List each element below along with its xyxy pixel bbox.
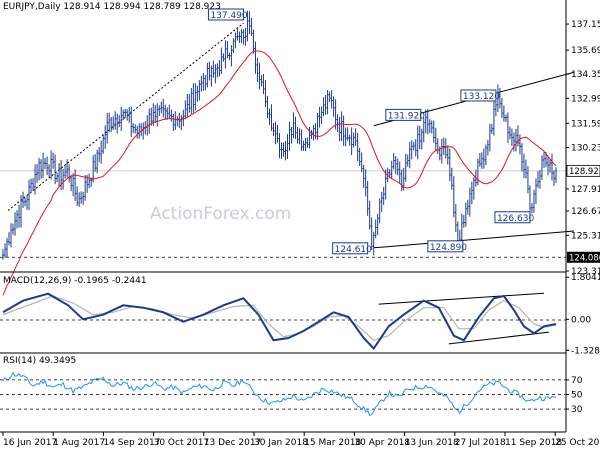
price-y-tick-label: 135.690 <box>571 46 600 56</box>
rsi-line <box>2 371 557 417</box>
macd-y-tick-label: 1.8041 <box>571 273 600 283</box>
price-y-tick-label: 126.670 <box>571 207 600 217</box>
rsi-y-tick-label: 30 <box>571 405 583 415</box>
annotation-label: 133.120 <box>463 92 500 102</box>
price-y-tick-label: 130.230 <box>571 144 600 154</box>
macd-trendlines <box>378 292 550 345</box>
annotation-box <box>494 211 531 224</box>
x-tick-label: 11 Sep 2018 <box>505 438 562 448</box>
annotation-label: 124.610 <box>335 245 372 255</box>
x-tick-label: 30 Apr 2018 <box>354 438 410 448</box>
x-tick-label: 25 Oct 2018 <box>555 438 600 448</box>
price-panel-title: EURJPY,Daily 128.914 128.994 128.789 128… <box>3 2 221 12</box>
annotation-box <box>427 240 464 253</box>
annotation-box <box>207 8 244 21</box>
annotation-box <box>460 89 497 102</box>
moving-average-line <box>2 50 557 296</box>
price-y-tick-label: 125.310 <box>571 231 600 241</box>
price-y-axis-ticks: 137.150 135.690 134.350 132.990 131.590 130.2… <box>566 20 600 277</box>
macd-line <box>2 292 557 351</box>
x-tick-label: 30 Oct 2017 <box>154 438 210 448</box>
annotation-box <box>332 242 369 255</box>
last-price-tag-label: 128.923 <box>569 167 600 177</box>
rsi-panel: RSI(14) 49.3495 70 50 30 <box>0 356 583 417</box>
x-tick-label: 13 Jun 2018 <box>405 438 459 448</box>
x-tick-label: 30 Jan 2018 <box>254 438 308 448</box>
last-price-tag <box>566 164 600 177</box>
rsi-y-tick-label: 70 <box>571 376 583 386</box>
x-tick-label: 27 Jul 2018 <box>455 438 506 448</box>
x-tick-label: 15 Mar 2018 <box>304 438 361 448</box>
price-y-tick-label: 131.590 <box>571 119 600 129</box>
x-tick-label: 14 Sep 2017 <box>103 438 160 448</box>
rsi-y-tick-label: 50 <box>571 391 583 401</box>
macd-panel: MACD(12,26,9) -0.1965 -0.2441 1.8041 0.00… <box>0 273 600 356</box>
macd-y-tick-label: 0.00 <box>571 315 591 325</box>
x-tick-label: 1 Aug 2017 <box>53 438 105 448</box>
macd-y-tick-label: -1.3287 <box>571 346 600 356</box>
price-y-tick-label: 132.990 <box>571 94 600 104</box>
price-y-tick-label: 134.350 <box>571 70 600 80</box>
price-panel: EURJPY,Daily 128.914 128.994 128.789 128… <box>0 2 600 296</box>
annotation-label: 124.890 <box>430 243 467 253</box>
trendline-macd-bottom <box>448 331 550 345</box>
rsi-level-lines <box>0 379 566 410</box>
x-tick-label: 13 Dec 2017 <box>204 438 261 448</box>
annotation-label: 137.490 <box>210 11 247 21</box>
trendline-channel-bottom <box>373 230 575 249</box>
price-y-tick-label: 137.150 <box>571 20 600 30</box>
price-bars <box>1 10 558 260</box>
support-price-tag <box>567 251 600 263</box>
price-annotations: 137.490 131.920 133.120 126.630 124.610 124.8… <box>207 8 534 255</box>
support-price-tag-label: 124.080 <box>569 253 600 263</box>
price-horizontal-lines: 124.080 128.923 <box>0 164 600 263</box>
macd-panel-title: MACD(12,26,9) -0.1965 -0.2441 <box>3 276 147 286</box>
x-tick-label: 16 Jun 2017 <box>3 438 57 448</box>
price-y-tick-label: 127.910 <box>571 185 600 195</box>
annotation-label: 131.920 <box>388 111 425 121</box>
macd-signal-line <box>2 295 557 341</box>
annotation-label: 126.630 <box>497 214 534 224</box>
rsi-panel-title: RSI(14) 49.3495 <box>3 356 76 366</box>
price-y-tick-label: 123.310 <box>571 267 600 277</box>
annotation-box <box>385 108 422 121</box>
watermark: ActionForex.com <box>150 204 291 224</box>
trendline-macd-top <box>378 292 545 305</box>
